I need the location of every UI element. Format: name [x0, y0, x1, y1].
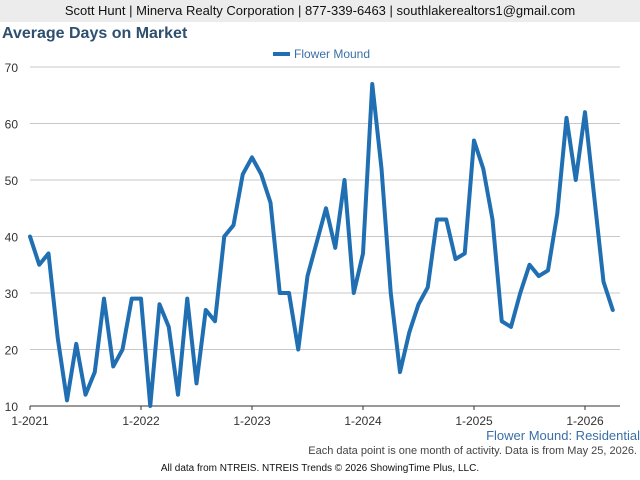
x-tick-label: 1-2023	[233, 414, 271, 428]
x-tick-label: 1-2024	[344, 414, 382, 428]
y-tick-label: 60	[5, 118, 19, 132]
header-bar: Scott Hunt | Minerva Realty Corporation …	[0, 0, 640, 22]
data-note: Each data point is one month of activity…	[308, 445, 637, 457]
y-tick-label: 70	[5, 61, 19, 75]
y-tick-label: 40	[5, 231, 19, 245]
footer-credit: All data from NTREIS. NTREIS Trends © 20…	[160, 463, 480, 474]
x-tick-label: 1-2025	[455, 414, 493, 428]
y-tick-label: 50	[5, 174, 19, 188]
chart-subtitle: Flower Mound: Residential	[486, 428, 640, 443]
y-tick-label: 10	[5, 400, 19, 414]
x-tick-label: 1-2026	[566, 414, 604, 428]
y-tick-label: 30	[5, 287, 19, 301]
header-contact-text: Scott Hunt | Minerva Realty Corporation …	[64, 3, 576, 18]
x-tick-label: 1-2022	[122, 414, 160, 428]
x-tick-label: 1-2021	[11, 414, 49, 428]
chart-title: Average Days on Market	[2, 25, 188, 42]
series-line-flower-mound	[28, 81, 615, 408]
y-tick-label: 20	[5, 344, 19, 358]
legend-label: Flower Mound	[294, 47, 370, 61]
